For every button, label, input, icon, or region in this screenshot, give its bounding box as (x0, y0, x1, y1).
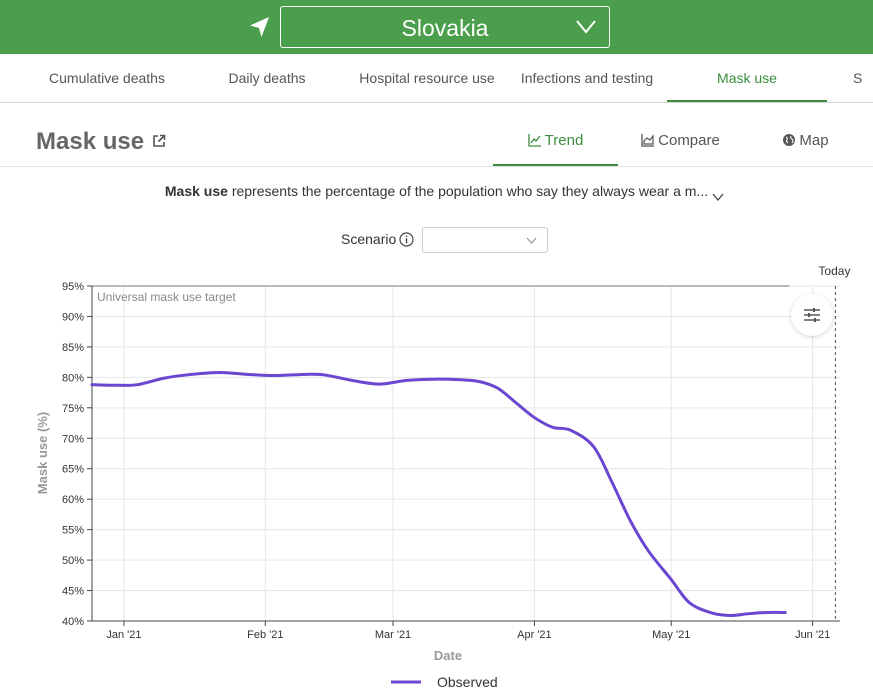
country-name: Slovakia (401, 15, 489, 41)
series-line-observed (90, 370, 787, 618)
y-tick-label: 40% (62, 616, 84, 628)
country-dropdown[interactable]: Slovakia (280, 6, 610, 48)
globe-icon (783, 134, 796, 146)
y-axis-title: Mask use (%) (35, 412, 50, 494)
view-tab-trend-label: Trend (544, 132, 584, 149)
tab-infections-and-testing[interactable]: Infections and testing (520, 70, 654, 86)
tab-hospital-resource-use[interactable]: Hospital resource use (359, 70, 495, 86)
y-tick-label: 75% (62, 403, 84, 415)
y-tick-label: 55% (62, 525, 84, 537)
y-tick-label: 95% (62, 281, 84, 293)
y-tick-label: 85% (62, 342, 84, 354)
view-tab-trend[interactable]: Trend (493, 103, 618, 166)
y-tick-label: 45% (62, 586, 84, 598)
x-tick-label: Apr '21 (517, 629, 552, 641)
line-chart-icon (528, 134, 541, 147)
view-tab-compare[interactable]: Compare (618, 103, 743, 166)
y-tick-label: 60% (62, 494, 84, 506)
x-tick-label: Feb '21 (247, 629, 283, 641)
chart-settings-button[interactable] (791, 294, 833, 336)
chevron-down-icon (576, 20, 596, 34)
y-tick-label: 50% (62, 555, 84, 567)
chevron-down-icon[interactable] (712, 192, 724, 202)
page-title: Mask use (36, 128, 145, 155)
header-bar: Slovakia (0, 0, 873, 54)
area-chart-icon (641, 134, 655, 147)
y-tick-label: 90% (62, 311, 84, 323)
tab-daily-deaths[interactable]: Daily deaths (228, 70, 306, 86)
y-tick-label: 80% (62, 372, 84, 384)
scenario-label: Scenario (341, 231, 397, 247)
mask-use-chart: 95% 90% 85% 80% 75% 70% 65% 60% 55% 50% 45% 40% Jan … (35, 264, 850, 690)
tab-mask-use[interactable]: Mask use (667, 54, 827, 102)
view-tab-map[interactable]: Map (743, 103, 868, 166)
section-header: Mask use Trend Compare Map (0, 103, 873, 167)
metric-description: Mask use represents the percentage of th… (0, 183, 873, 199)
target-label: Universal mask use target (97, 290, 236, 304)
y-tick-label: 65% (62, 464, 84, 476)
tab-next-partial[interactable]: S (853, 70, 863, 86)
x-tick-label: Jan '21 (106, 629, 141, 641)
description-text: represents the percentage of the populat… (227, 183, 709, 199)
topic-tabs: Cumulative deaths Daily deaths Hospital … (0, 54, 873, 103)
x-tick-label: Mar '21 (375, 629, 411, 641)
scenario-dropdown[interactable] (422, 227, 548, 253)
legend-label-observed: Observed (437, 674, 498, 690)
today-label: Today (818, 264, 850, 278)
info-icon[interactable] (399, 232, 414, 247)
x-tick-label: May '21 (652, 629, 690, 641)
view-tab-map-label: Map (799, 132, 829, 149)
external-link-icon[interactable] (152, 134, 166, 148)
chevron-down-icon (526, 237, 537, 244)
y-tick-label: 70% (62, 433, 84, 445)
description-term: Mask use (164, 183, 228, 199)
view-tab-compare-label: Compare (658, 132, 720, 149)
x-axis-title: Date (434, 648, 462, 663)
sliders-icon (804, 308, 820, 322)
tab-cumulative-deaths[interactable]: Cumulative deaths (49, 70, 165, 86)
navigation-arrow-icon[interactable] (248, 15, 272, 39)
x-tick-label: Jun '21 (795, 629, 830, 641)
